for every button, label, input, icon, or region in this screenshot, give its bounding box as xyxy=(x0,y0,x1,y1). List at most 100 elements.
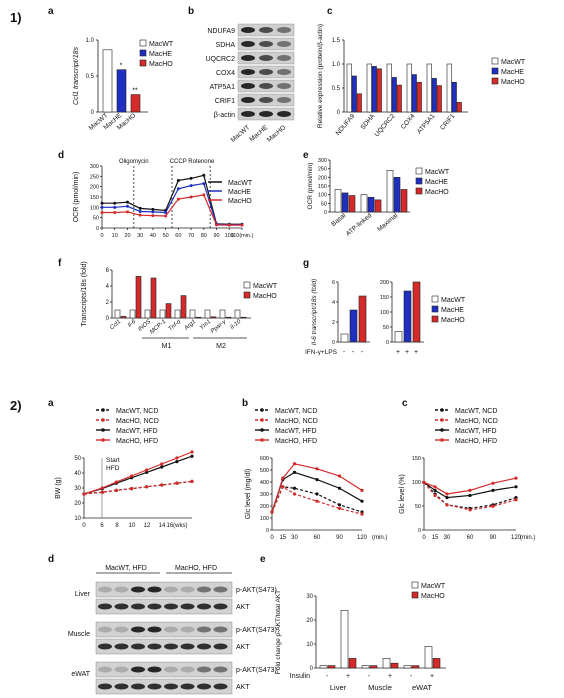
bar xyxy=(451,81,457,113)
legend-label: MacHO xyxy=(441,317,465,324)
sign: - xyxy=(352,349,355,356)
blot-strip xyxy=(95,661,233,678)
bar xyxy=(411,665,420,669)
tick-label: 80 xyxy=(201,233,207,239)
category-label: ATP-linked xyxy=(345,212,374,238)
category-label: Arg1 xyxy=(183,319,197,332)
blot-band xyxy=(241,27,255,33)
bar xyxy=(120,316,127,319)
sign: - xyxy=(410,673,413,680)
legend-marker xyxy=(260,428,264,432)
tick-label: 50 xyxy=(163,233,169,239)
bar xyxy=(348,658,357,669)
bar xyxy=(340,333,349,343)
tick-label: 120 xyxy=(511,535,522,541)
blot-band xyxy=(259,69,273,75)
tick-label: 10 xyxy=(306,642,313,648)
data-point xyxy=(129,487,134,491)
tick-label: 50 xyxy=(383,325,389,331)
data-point xyxy=(113,205,117,209)
tick-label: 20 xyxy=(124,233,130,239)
legend-label: MacHE xyxy=(228,189,251,196)
data-point xyxy=(176,178,180,182)
data-point xyxy=(175,481,179,485)
data-point xyxy=(138,213,142,217)
bar xyxy=(165,303,172,319)
blot-band xyxy=(114,666,129,673)
legend-marker xyxy=(440,428,444,432)
tick-label: (min.) xyxy=(520,535,535,541)
series-line xyxy=(423,481,517,499)
blot-label: UQCRC2 xyxy=(205,56,235,63)
data-point xyxy=(82,492,86,496)
data-point xyxy=(202,182,206,186)
blot-band xyxy=(241,41,255,47)
data-point xyxy=(113,211,117,214)
data-point xyxy=(360,499,364,503)
legend-label: MacHO, NCD xyxy=(116,418,159,425)
tick-label: 150 xyxy=(412,456,421,462)
bar xyxy=(114,309,121,319)
tick-label: 50 xyxy=(93,216,99,222)
tick-label: 200 xyxy=(260,504,269,510)
legend-marker xyxy=(260,418,264,422)
tick-label: 20 xyxy=(306,618,313,624)
legend-swatch xyxy=(243,291,251,299)
bar xyxy=(431,78,437,113)
tick-label: 200 xyxy=(90,185,99,191)
bar xyxy=(356,93,362,113)
data-point xyxy=(190,450,194,454)
data-point xyxy=(360,512,364,516)
figure-label: 2) xyxy=(10,398,22,413)
legend-marker xyxy=(440,408,444,412)
blot-label: SDHA xyxy=(216,42,236,49)
tick-label: 100 xyxy=(412,480,421,486)
data-point xyxy=(445,492,449,496)
annotation: CCCP Rotenone xyxy=(170,159,215,165)
category-label: SDHA xyxy=(360,112,377,131)
blot-band xyxy=(241,55,255,61)
data-point xyxy=(160,462,164,466)
data-point xyxy=(129,474,134,478)
legend-swatch xyxy=(415,177,423,185)
blot-band xyxy=(259,97,273,103)
blot-band xyxy=(164,666,178,673)
data-point xyxy=(315,499,319,503)
tick-label: 50 xyxy=(415,504,421,510)
category-label: Il-10 xyxy=(229,319,242,332)
panel-letter: b xyxy=(242,398,248,409)
bar xyxy=(386,170,394,213)
data-point xyxy=(176,187,180,191)
legend-label: MacHE xyxy=(501,69,524,76)
legend-label: MacHO xyxy=(501,79,525,86)
bar xyxy=(386,63,392,113)
bar xyxy=(334,189,342,213)
blot-band xyxy=(180,643,195,650)
tick-label: 0 xyxy=(91,110,95,116)
bar xyxy=(446,63,452,113)
tick-label: 40 xyxy=(74,471,81,477)
data-point xyxy=(202,173,206,177)
legend-label: MacHO, HFD xyxy=(455,438,497,445)
series-line xyxy=(83,455,193,495)
tick-label: 100 xyxy=(380,310,389,316)
series-line xyxy=(83,480,193,495)
tick-label: 90 xyxy=(490,535,497,541)
data-point xyxy=(125,210,129,214)
legend-swatch xyxy=(415,167,423,175)
blot-band xyxy=(131,643,145,650)
tissue-label: eWAT xyxy=(412,683,432,692)
bar xyxy=(346,63,352,113)
legend-swatch xyxy=(491,77,499,85)
tick-label: 8 xyxy=(115,523,119,529)
tick-label: 10 xyxy=(129,523,136,529)
data-point xyxy=(189,176,193,180)
tick-label: 6 xyxy=(332,280,335,286)
blot-label: AKT xyxy=(236,644,250,651)
axis-title: Fold change p-AKT/total AKT xyxy=(275,590,282,674)
bar xyxy=(376,68,382,113)
bar-MacHO xyxy=(130,94,141,113)
legend-label: MacHE xyxy=(441,307,464,314)
tick-label: 10 xyxy=(74,516,81,522)
legend-label: MacWT, NCD xyxy=(455,408,497,415)
